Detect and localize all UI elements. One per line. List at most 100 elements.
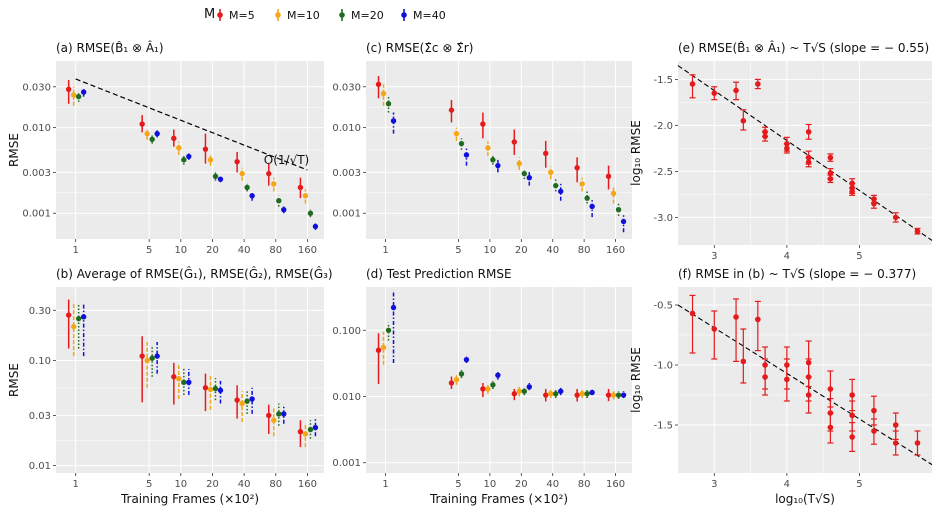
data-point: [733, 87, 739, 94]
data-point: [239, 400, 245, 407]
data-point: [266, 412, 272, 419]
panel-title: (c) RMSE(Σ̂c ⊗ Σ̂r): [366, 41, 473, 55]
fit-line: [677, 65, 933, 241]
data-point: [234, 158, 240, 165]
data-point: [762, 374, 768, 380]
data-point: [574, 165, 580, 171]
data-point: [548, 391, 554, 397]
data-point: [375, 347, 382, 353]
data-point: [244, 398, 250, 404]
data-point: [574, 392, 580, 398]
data-point: [80, 314, 87, 320]
x-tick-label: 160: [606, 245, 625, 256]
y-tick-label: 0.003: [332, 168, 361, 179]
y-axis-title: log₁₀ RMSE: [629, 347, 643, 413]
legend-item-label: M=20: [351, 9, 384, 22]
data-point: [827, 154, 834, 161]
x-tick-label: 10: [484, 479, 497, 490]
data-point: [740, 118, 747, 124]
y-tick-label: -2.0: [653, 121, 673, 132]
y-tick-label: 0.03: [29, 411, 51, 422]
data-point: [154, 353, 160, 359]
data-point: [495, 162, 501, 169]
y-tick-label: -1.0: [653, 361, 673, 372]
data-point: [516, 160, 523, 167]
data-point: [176, 376, 182, 382]
panel-d: (d) Test Prediction RMSE 0.001 0.010 0.100 1…: [332, 267, 632, 506]
y-tick-label: 0.030: [22, 82, 51, 93]
panel-title: (b) Average of RMSE(Ĝ₁), RMSE(Ĝ₂), RMSE(…: [56, 266, 333, 281]
x-tick-label: 5: [455, 245, 461, 256]
data-point: [458, 140, 465, 147]
data-point: [526, 175, 533, 181]
reference-annotation: O(1/√T): [264, 153, 309, 167]
data-point: [615, 392, 622, 398]
data-point: [892, 214, 899, 221]
data-point: [75, 315, 82, 322]
data-point: [579, 391, 585, 397]
data-point: [755, 316, 761, 323]
series-M20: [385, 95, 622, 216]
data-point: [605, 173, 612, 179]
x-tick-label: 1: [382, 245, 388, 256]
x-tick-label: 4: [784, 479, 790, 490]
data-point: [65, 312, 72, 318]
data-point: [610, 190, 617, 197]
data-point: [276, 411, 282, 417]
y-tick-label: -2.5: [653, 167, 673, 178]
data-point: [202, 146, 209, 152]
panel-background: [678, 287, 932, 473]
series-M20: [385, 322, 622, 399]
legend-key-dot: [217, 12, 223, 18]
data-point: [390, 304, 397, 311]
data-point: [202, 385, 209, 391]
data-point: [589, 389, 595, 396]
x-tick-label: 10: [174, 245, 187, 256]
y-tick-label: 0.10: [29, 356, 51, 367]
data-point: [70, 92, 77, 98]
data-point: [181, 157, 187, 163]
data-point: [207, 386, 214, 393]
data-point: [463, 356, 470, 363]
data-point: [312, 223, 319, 230]
data-point: [689, 81, 696, 87]
data-point: [70, 323, 77, 330]
data-point: [312, 424, 319, 431]
scatter-points: [689, 294, 921, 456]
data-point: [480, 386, 486, 392]
series-M5: [375, 76, 612, 190]
data-point: [271, 181, 277, 187]
data-point: [871, 200, 877, 207]
data-point: [149, 355, 155, 361]
data-point: [490, 382, 496, 388]
y-tick-label: 0.001: [332, 209, 361, 220]
data-point: [526, 384, 533, 390]
data-point: [171, 374, 177, 380]
data-point: [212, 173, 219, 179]
data-point: [217, 176, 224, 182]
data-point: [827, 175, 834, 182]
x-tick-label: 3: [711, 251, 717, 262]
data-point: [610, 392, 617, 398]
data-point: [805, 159, 812, 165]
series-M5: [65, 299, 304, 448]
data-point: [144, 357, 150, 364]
x-tick-label: 4: [784, 251, 790, 262]
data-point: [827, 424, 834, 431]
data-point: [553, 391, 559, 397]
data-point: [139, 353, 145, 359]
series-M40: [80, 303, 319, 437]
legend-key-dot: [401, 12, 407, 18]
data-point: [511, 391, 518, 397]
data-point: [849, 412, 855, 419]
data-point: [584, 195, 590, 201]
data-point: [176, 145, 182, 151]
data-point: [385, 327, 392, 333]
y-tick-label: 0.010: [332, 123, 361, 134]
data-point: [307, 210, 314, 216]
data-point: [271, 417, 277, 423]
legend-title: M: [204, 7, 215, 22]
panel-title: (a) RMSE(B̂₁ ⊗ Â₁): [56, 40, 164, 55]
data-point: [385, 101, 392, 107]
data-point: [689, 310, 696, 317]
